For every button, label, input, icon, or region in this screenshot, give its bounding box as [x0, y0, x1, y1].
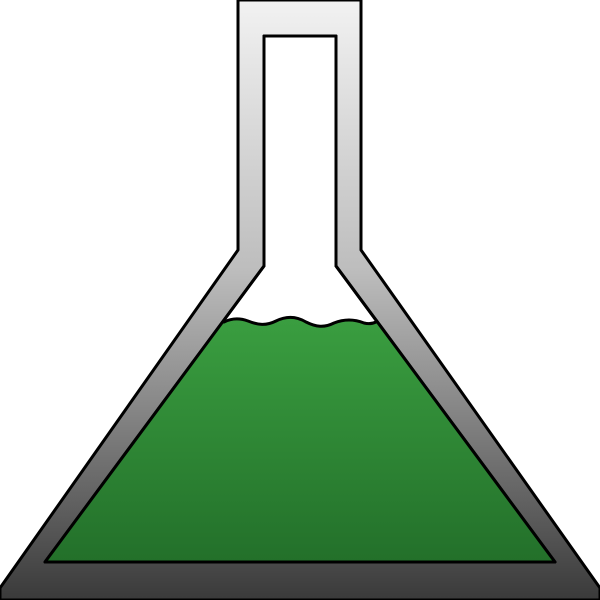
flask-interior-outline: [43, 34, 557, 564]
flask-liquid: [45, 317, 555, 562]
liquid-surface-line: [222, 315, 378, 328]
